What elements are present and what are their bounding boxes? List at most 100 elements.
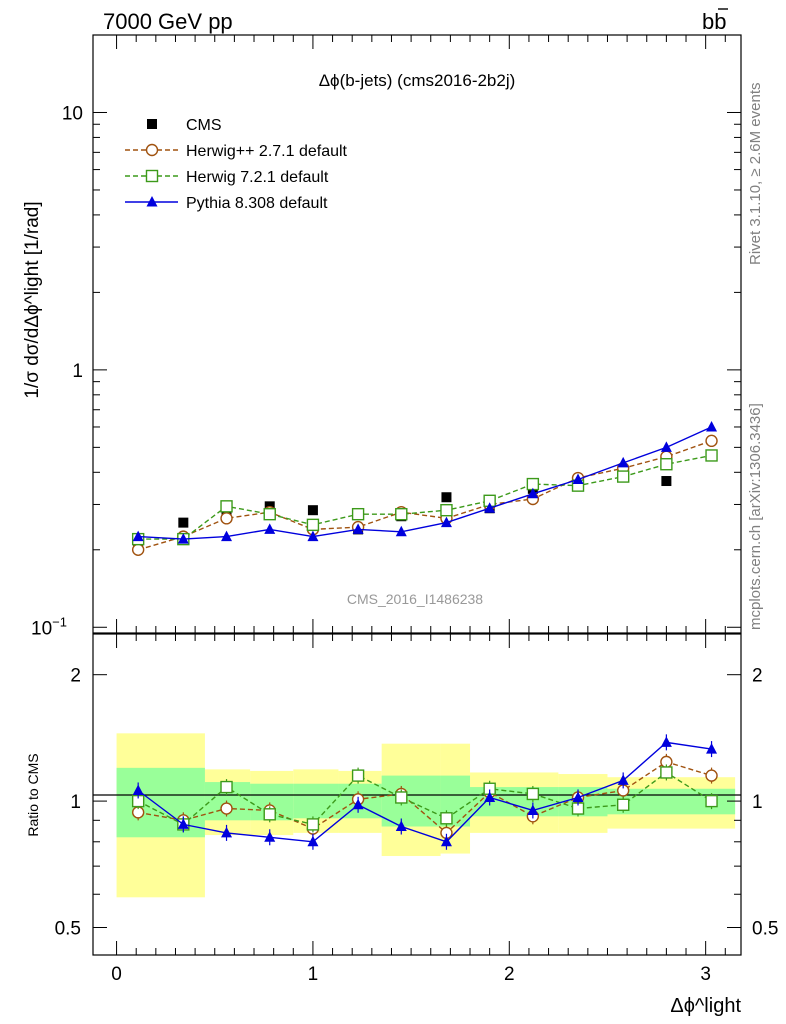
main-point-herwig-7-2-1-default xyxy=(351,507,365,521)
main-y-tick-label: 10−1 xyxy=(31,614,67,639)
main-point-herwig-7-2-1-default xyxy=(705,449,718,462)
ratio-point-herwig-7-2-1-default xyxy=(306,818,320,831)
main-point-cms xyxy=(178,517,189,528)
main-point-herwig-7-2-1-default xyxy=(395,507,408,521)
ratio-point-pythia-8-308-default xyxy=(484,791,496,802)
x-tick-label: 2 xyxy=(504,964,515,985)
ratio-point-herwig-7-2-1-default xyxy=(616,798,630,811)
legend-label-pythia-8-308-default: Pythia 8.308 default xyxy=(186,195,328,212)
x-axis-label: Δϕ^light xyxy=(670,995,741,1017)
main-point-herwig-7-2-1-default xyxy=(263,507,276,521)
main-point-pythia-8-308-default xyxy=(706,420,718,432)
main-point-pythia-8-308-default xyxy=(484,502,496,513)
ratio-point-herwig-7-2-1-default xyxy=(526,787,540,801)
ratio-point-herwig-7-2-1-default xyxy=(705,794,718,808)
x-tick-label: 0 xyxy=(111,964,122,985)
ratio-point-herwig-7-2-1-default xyxy=(395,791,408,804)
main-line-pythia-8-308-default xyxy=(138,426,712,540)
ratio-point-pythia-8-308-default xyxy=(177,818,189,829)
ratio-point-herwig-7-2-1-default xyxy=(220,780,233,794)
legend-marker-pythia-8-308-default xyxy=(146,196,158,207)
rivet-version-label: Rivet 3.1.10, ≥ 2.6M events xyxy=(747,83,764,266)
main-point-herwig-7-2-1-default xyxy=(660,458,673,471)
ratio-point-herwig-2-7-1-default xyxy=(220,802,233,815)
main-point-herwig-2-7-1-default xyxy=(131,543,145,556)
main-point-herwig-2-7-1-default xyxy=(705,434,718,448)
main-point-herwig-7-2-1-default xyxy=(306,518,320,532)
ratio-y-tick-label: 1 xyxy=(70,792,81,813)
main-point-pythia-8-308-default xyxy=(617,456,629,468)
x-tick-label: 1 xyxy=(308,964,319,985)
main-point-pythia-8-308-default xyxy=(307,530,319,542)
main-line-herwig-2-7-1-default xyxy=(138,440,712,551)
main-point-cms xyxy=(661,476,672,487)
main-point-pythia-8-308-default xyxy=(177,533,189,544)
ratio-point-pythia-8-308-default xyxy=(572,791,584,802)
ratio-panel: 0.5 0.5 1 1 2 2 0 1 2 3 Ratio to CMS Δϕ^light xyxy=(25,633,778,1017)
main-point-cms xyxy=(441,492,452,503)
mcplots-label: mcplots.cern.ch [arXiv:1306.3436] xyxy=(747,403,764,630)
x-tick-label: 3 xyxy=(700,964,711,985)
main-point-pythia-8-308-default xyxy=(660,441,672,452)
legend-label-herwig-2-7-1-default: Herwig++ 2.7.1 default xyxy=(186,143,348,160)
main-point-pythia-8-308-default xyxy=(440,516,452,528)
ratio-point-pythia-8-308-default xyxy=(352,798,364,810)
process-label: bb xyxy=(702,9,726,34)
main-frame xyxy=(92,34,742,634)
ratio-frame xyxy=(92,633,742,956)
watermark: CMS_2016_I1486238 xyxy=(347,591,483,607)
main-point-pythia-8-308-default xyxy=(527,487,539,499)
legend-label-herwig-7-2-1-default: Herwig 7.2.1 default xyxy=(186,169,329,186)
ratio-point-herwig-2-7-1-default xyxy=(705,769,718,782)
main-point-pythia-8-308-default xyxy=(395,525,407,537)
ratio-band-inner xyxy=(293,783,339,819)
main-point-herwig-7-2-1-default xyxy=(440,503,453,517)
ratio-point-herwig-7-2-1-default xyxy=(263,808,276,821)
legend-marker-herwig-2-7-1-default xyxy=(145,143,159,157)
ratio-y-tick-label: 2 xyxy=(70,666,81,687)
main-point-pythia-8-308-default xyxy=(132,530,144,542)
ratio-point-pythia-8-308-default xyxy=(617,774,629,785)
main-point-pythia-8-308-default xyxy=(221,530,233,542)
legend-label-cms: CMS xyxy=(186,117,222,134)
ratio-point-herwig-7-2-1-default xyxy=(660,766,673,779)
ratio-point-herwig-7-2-1-default xyxy=(351,769,365,782)
ratio-point-pythia-8-308-default xyxy=(132,784,144,795)
ratio-y-tick-label: 0.5 xyxy=(55,918,81,939)
main-point-herwig-7-2-1-default xyxy=(220,500,233,513)
main-line-herwig-7-2-1-default xyxy=(138,454,712,540)
ratio-point-pythia-8-308-default xyxy=(307,835,319,847)
ratio-band-inner xyxy=(381,775,441,827)
main-ylabel: 1/σ dσ/dΔϕ^light [1/rad] xyxy=(22,201,43,398)
ratio-point-pythia-8-308-default xyxy=(706,743,718,754)
main-title: Δϕ(b-jets) (cms2016-2b2j) xyxy=(319,71,516,90)
ratio-point-pythia-8-308-default xyxy=(440,835,452,847)
ratio-line-pythia-8-308-default xyxy=(137,741,712,843)
legend: CMS Herwig++ 2.7.1 default Herwig 7.2.1 de… xyxy=(125,117,348,212)
main-panel: Δϕ(b-jets) (cms2016-2b2j) CMS_2016_I1486… xyxy=(31,34,742,639)
main-y-tick-label: 1 xyxy=(72,361,83,382)
main-point-pythia-8-308-default xyxy=(264,523,276,534)
ratio-point-pythia-8-308-default xyxy=(395,820,407,831)
main-point-pythia-8-308-default xyxy=(352,523,364,534)
legend-marker-herwig-7-2-1-default xyxy=(145,169,159,183)
ratio-point-pythia-8-308-default xyxy=(264,831,276,842)
main-y-tick-label: 10 xyxy=(62,103,83,124)
ratio-y-tick-label-right: 1 xyxy=(752,792,763,813)
main-point-cms xyxy=(307,505,318,516)
ratio-point-pythia-8-308-default xyxy=(221,826,233,838)
ratio-point-pythia-8-308-default xyxy=(527,804,539,815)
main-point-herwig-7-2-1-default xyxy=(616,470,630,483)
ratio-point-herwig-7-2-1-default xyxy=(440,812,453,825)
ratio-line-herwig-7-2-1-default xyxy=(137,771,712,826)
legend-marker-cms xyxy=(147,119,157,129)
main-point-pythia-8-308-default xyxy=(572,473,584,485)
ratio-line-herwig-2-7-1-default xyxy=(138,761,712,834)
energy-label: 7000 GeV pp xyxy=(103,9,233,34)
main-point-herwig-2-7-1-default xyxy=(220,512,233,525)
ratio-y-tick-label-right: 2 xyxy=(752,666,763,687)
ratio-ylabel: Ratio to CMS xyxy=(25,753,41,836)
ratio-y-tick-label-right: 0.5 xyxy=(752,918,778,939)
ratio-point-pythia-8-308-default xyxy=(660,736,672,747)
